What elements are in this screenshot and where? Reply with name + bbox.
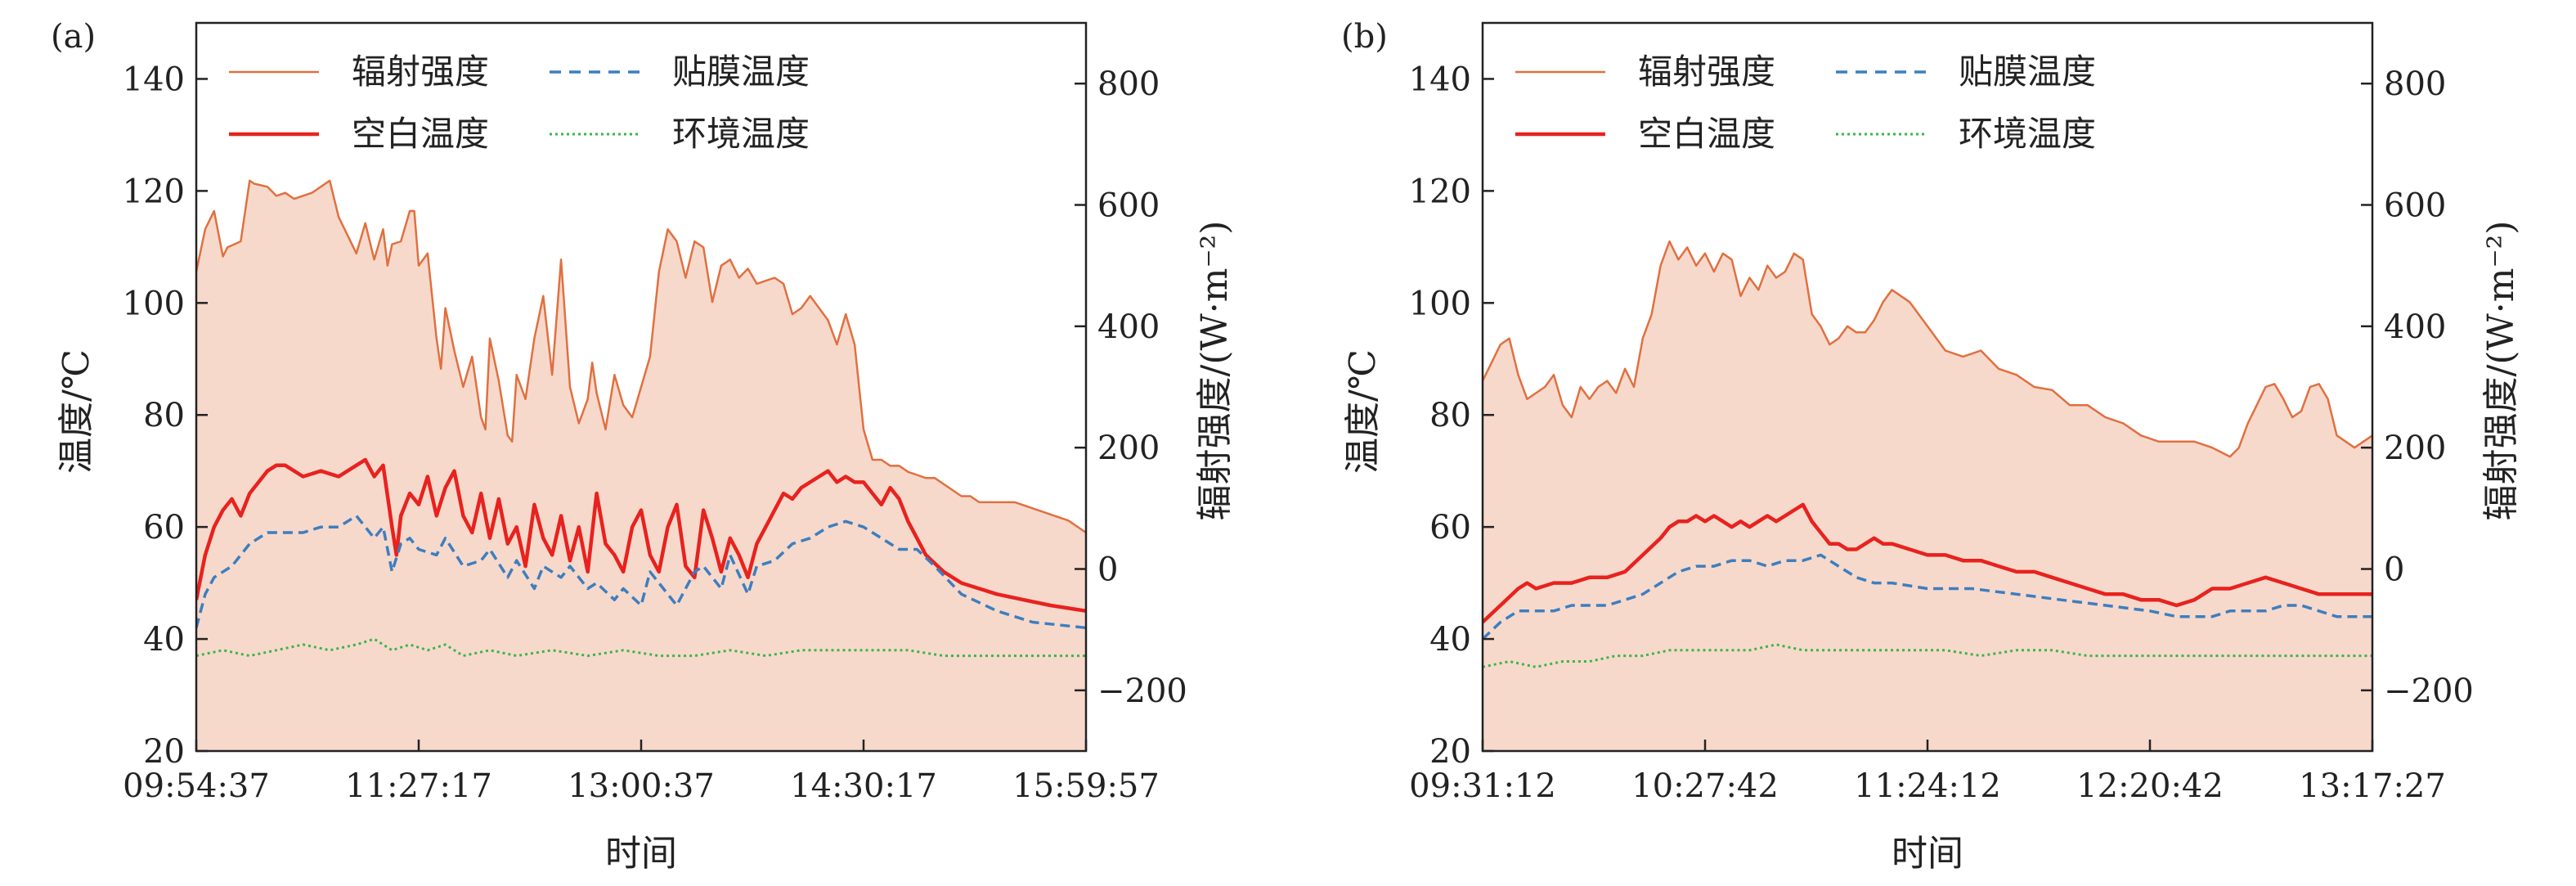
- series-radiation-area: [196, 180, 1086, 751]
- y2-tick-label: 200: [2384, 430, 2446, 467]
- y-tick-label: 140: [123, 61, 185, 98]
- y-tick-label: 20: [143, 733, 185, 771]
- panel-label: (a): [51, 18, 96, 56]
- series-ambient-temp-line: [1483, 643, 2372, 668]
- panel-label: (b): [1341, 18, 1388, 56]
- x-tick-label: 12:20:42: [2076, 767, 2224, 805]
- y2-tick-label: 800: [2384, 65, 2446, 103]
- legend-label: 贴膜温度: [1959, 52, 2096, 92]
- x-tick-label: 09:31:12: [1409, 767, 1556, 805]
- legend-label: 空白温度: [1638, 114, 1775, 154]
- legend-label: 辐射强度: [1638, 52, 1775, 92]
- y2-tick-label: 0: [1097, 551, 1118, 589]
- y2-axis-label: 辐射强度/(W·m⁻²): [1194, 221, 1236, 521]
- legend-label: 贴膜温度: [672, 52, 810, 92]
- series-radiation-area: [1483, 241, 2372, 751]
- y2-axis-label: 辐射强度/(W·m⁻²): [2480, 221, 2522, 521]
- y-tick-label: 40: [1429, 621, 1471, 659]
- y-tick-label: 20: [1429, 733, 1471, 771]
- series-blank-temp-line: [1483, 502, 2372, 624]
- y-axis-label: 温度/℃: [56, 349, 97, 474]
- series-radiation-line: [1483, 240, 2372, 458]
- legend-label: 环境温度: [672, 114, 810, 154]
- x-tick-label: 15:59:57: [1012, 767, 1160, 805]
- y2-tick-label: 400: [2384, 308, 2446, 346]
- y-axis-label: 温度/℃: [1342, 349, 1384, 474]
- x-axis-label: 时间: [1892, 833, 1963, 875]
- series-radiation-line: [196, 179, 1086, 534]
- y-tick-label: 80: [143, 397, 185, 434]
- plot-area: [196, 179, 1086, 751]
- y-tick-label: 60: [143, 509, 185, 546]
- y-tick-label: 40: [143, 621, 185, 659]
- series-film-temp-line: [1483, 553, 2372, 641]
- y-tick-label: 100: [1409, 285, 1471, 322]
- x-tick-label: 13:00:37: [568, 767, 715, 805]
- y2-tick-label: 200: [1097, 430, 1160, 467]
- x-tick-label: 14:30:17: [790, 767, 937, 805]
- x-tick-label: 13:17:27: [2299, 767, 2446, 805]
- chart-panel-a: 20 40 60 80 100 120 140 −200 0 200 400 600 800 09:54:…: [51, 18, 1236, 875]
- y-tick-label: 60: [1429, 509, 1471, 546]
- y2-tick-label: 400: [1097, 308, 1160, 346]
- y2-tick-label: 800: [1097, 65, 1160, 103]
- legend-label: 空白温度: [352, 114, 489, 154]
- x-tick-label: 11:27:17: [345, 767, 492, 805]
- y-tick-label: 120: [123, 173, 185, 210]
- x-tick-label: 09:54:37: [123, 767, 270, 805]
- legend-label: 环境温度: [1959, 114, 2096, 154]
- y-tick-label: 100: [123, 285, 185, 322]
- y-tick-label: 140: [1409, 61, 1471, 98]
- y-tick-label: 120: [1409, 173, 1471, 210]
- y-tick-label: 80: [1429, 397, 1471, 434]
- x-axis-label: 时间: [605, 833, 677, 875]
- legend-label: 辐射强度: [352, 52, 489, 92]
- series-ambient-temp-line: [196, 637, 1086, 658]
- x-tick-label: 10:27:42: [1631, 767, 1779, 805]
- chart-panel-b: 20 40 60 80 100 120 140 −200 0 200 400 600 800 09:31:…: [1341, 18, 2522, 875]
- plot-area: [1483, 240, 2372, 751]
- y2-tick-label: −200: [1097, 672, 1187, 710]
- x-tick-label: 11:24:12: [1854, 767, 2001, 805]
- series-film-temp-line: [196, 514, 1086, 630]
- y2-tick-label: 0: [2384, 551, 2404, 589]
- series-blank-temp-line: [196, 457, 1086, 614]
- y2-tick-label: −200: [2384, 672, 2474, 710]
- y2-tick-label: 600: [2384, 187, 2446, 225]
- y2-tick-label: 600: [1097, 187, 1160, 225]
